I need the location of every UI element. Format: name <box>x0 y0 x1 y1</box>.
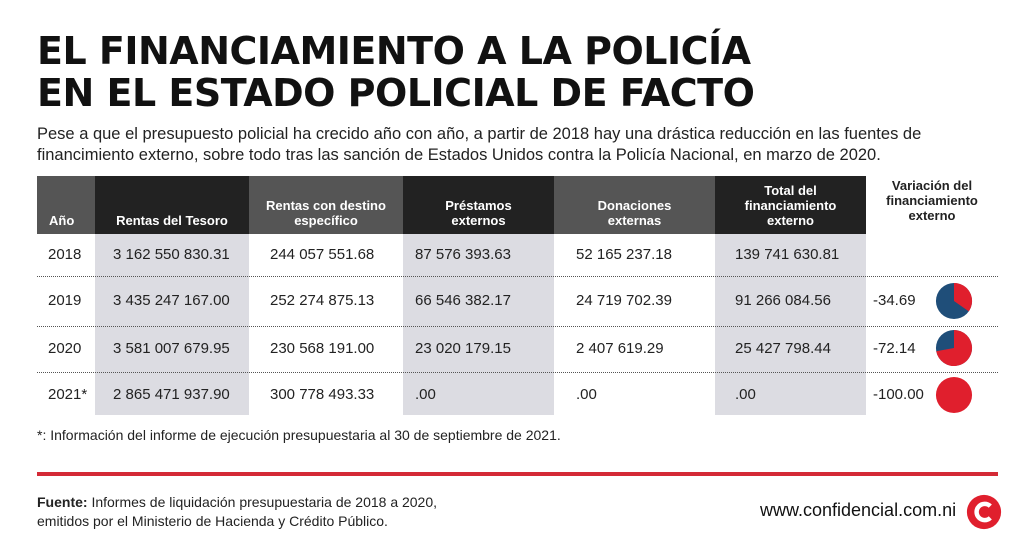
header-ano-label: Año <box>49 213 75 228</box>
cell-tesoro: 3 581 007 679.95 <box>113 340 230 357</box>
header-bg-prestamos <box>403 176 554 234</box>
cell-total: 139 741 630.81 <box>735 246 840 263</box>
variation-pie-2019 <box>935 282 973 320</box>
header-destino: Rentas con destino específico <box>249 176 403 234</box>
header-bg-destino <box>249 176 403 234</box>
header-variacion-label: Variación del financiamiento externo <box>886 178 978 223</box>
header-donaciones: Donaciones externas <box>554 176 715 234</box>
website-link[interactable]: www.confidencial.com.ni <box>760 500 957 520</box>
header-bg-total <box>715 176 866 234</box>
cell-prestamos: 66 546 382.17 <box>415 292 511 309</box>
cell-year: 2020 <box>48 340 82 357</box>
cell-year: 2019 <box>48 292 82 309</box>
pie-reduction-slice <box>936 329 973 367</box>
source-label: Fuente: <box>37 494 88 510</box>
cell-variacion: -100.00 <box>873 386 924 403</box>
divider-rule <box>37 472 998 476</box>
header-prestamos-label: Préstamos externos <box>445 198 512 228</box>
cell-prestamos: 87 576 393.63 <box>415 246 511 263</box>
cell-tesoro: 3 162 550 830.31 <box>113 246 230 263</box>
header-ano: Año <box>37 176 95 234</box>
cell-donaciones: 2 407 619.29 <box>576 340 664 357</box>
cell-donaciones: .00 <box>576 386 597 403</box>
cell-total: .00 <box>735 386 756 403</box>
cell-destino: 300 778 493.33 <box>270 386 375 403</box>
cell-tesoro: 3 435 247 167.00 <box>113 292 230 309</box>
header-prestamos: Préstamos externos <box>403 176 554 234</box>
footnote: *: Información del informe de ejecución … <box>37 427 561 443</box>
variation-pie-2021 <box>935 376 973 414</box>
source-line-2: emitidos por el Ministerio de Hacienda y… <box>37 513 388 529</box>
page-title: EL FINANCIAMIENTO A LA POLICÍA EN EL EST… <box>37 30 997 114</box>
cell-year: 2018 <box>48 246 82 263</box>
cell-total: 91 266 084.56 <box>735 292 831 309</box>
cell-prestamos: 23 020 179.15 <box>415 340 511 357</box>
cell-destino: 244 057 551.68 <box>270 246 375 263</box>
cell-variacion: -34.69 <box>873 292 916 309</box>
subtitle: Pese a que el presupuesto policial ha cr… <box>37 125 922 164</box>
title-line-1: EL FINANCIAMIENTO A LA POLICÍA <box>37 29 751 73</box>
cell-tesoro: 2 865 471 937.90 <box>113 386 230 403</box>
pie-remainder-slice <box>935 376 973 414</box>
cell-donaciones: 52 165 237.18 <box>576 246 672 263</box>
cell-prestamos: .00 <box>415 386 436 403</box>
title-line-2: EN EL ESTADO POLICIAL DE FACTO <box>37 71 755 115</box>
header-bg-ano <box>37 176 95 234</box>
header-variacion: Variación del financiamiento externo <box>866 176 998 234</box>
header-destino-label: Rentas con destino específico <box>266 198 386 228</box>
cell-destino: 252 274 875.13 <box>270 292 375 309</box>
cell-variacion: -72.14 <box>873 340 916 357</box>
header-donaciones-label: Donaciones externas <box>597 198 672 228</box>
cell-donaciones: 24 719 702.39 <box>576 292 672 309</box>
header-tesoro-label: Rentas del Tesoro <box>116 213 228 228</box>
header-total-label: Total del financiamiento externo <box>744 183 837 228</box>
pie-reduction-slice <box>954 282 973 312</box>
cell-destino: 230 568 191.00 <box>270 340 375 357</box>
header-bg-tesoro <box>95 176 249 234</box>
source-note: Fuente: Informes de liquidación presupue… <box>37 493 437 531</box>
row-divider-2 <box>37 326 998 327</box>
header-tesoro: Rentas del Tesoro <box>95 176 249 234</box>
row-divider-3 <box>37 372 998 373</box>
header-total: Total del financiamiento externo <box>715 176 866 234</box>
cell-total: 25 427 798.44 <box>735 340 831 357</box>
header-bg-donaciones <box>554 176 715 234</box>
confidencial-logo-icon <box>966 494 1002 530</box>
source-line-1: Informes de liquidación presupuestaria d… <box>87 494 438 510</box>
cell-year: 2021* <box>48 386 88 403</box>
row-divider-1 <box>37 276 998 277</box>
variation-pie-2020 <box>935 329 973 367</box>
